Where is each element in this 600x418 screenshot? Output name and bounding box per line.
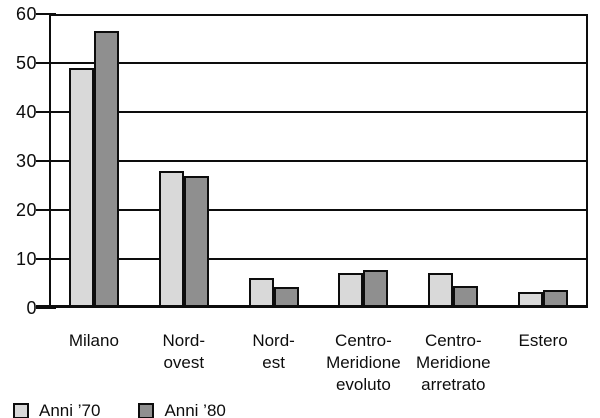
y-tick: [36, 62, 56, 64]
bar-anni-70: [248, 277, 274, 308]
x-category-label: Estero: [518, 331, 568, 350]
legend-item-anni-70: Anni ’70: [13, 402, 100, 418]
plot-border-right: [586, 14, 588, 308]
y-tick: [36, 13, 56, 15]
y-tick-label: 40: [15, 102, 37, 122]
y-tick-label: 50: [15, 53, 37, 73]
bar-anni-80: [363, 270, 389, 308]
gridline: [51, 258, 586, 260]
plot-border-top: [49, 14, 588, 16]
legend-label-anni-80: Anni ’80: [164, 401, 226, 418]
y-tick-label: 0: [26, 298, 37, 318]
gridline: [51, 209, 586, 211]
bar-anni-70: [158, 170, 184, 308]
bar-anni-70: [428, 272, 454, 308]
y-tick-label: 20: [15, 200, 37, 220]
gridline: [51, 62, 586, 64]
y-tick-label: 10: [15, 249, 37, 269]
y-tick: [36, 258, 56, 260]
y-tick: [36, 307, 56, 309]
bar-anni-70: [338, 272, 364, 308]
y-tick-label: 60: [15, 4, 37, 24]
x-category-label: Nord- est: [252, 331, 295, 372]
x-axis-line: [36, 305, 588, 308]
y-axis-line: [49, 14, 51, 308]
x-category-label: Centro- Meridione evoluto: [326, 331, 401, 394]
legend-label-anni-70: Anni ’70: [39, 401, 101, 418]
x-category-label: Nord- ovest: [162, 331, 206, 372]
plot-area: [36, 14, 588, 308]
x-labels: Milano Nord- ovest Nord- est Centro- Meridi…: [0, 330, 600, 400]
legend-swatch-anni-70: [13, 402, 29, 418]
bar-anni-80: [183, 175, 209, 308]
legend: Anni ’70 Anni ’80: [13, 402, 226, 418]
y-tick: [36, 209, 56, 211]
legend-item-anni-80: Anni ’80: [138, 401, 226, 418]
y-tick: [36, 111, 56, 113]
x-category-label: Milano: [68, 331, 119, 350]
gridline: [51, 111, 586, 113]
x-category-label: Centro- Meridione arretrato: [415, 331, 491, 394]
bar-anni-80: [93, 31, 119, 308]
legend-swatch-anni-80: [138, 402, 155, 418]
y-tick-label: 30: [15, 151, 37, 171]
bar-anni-70: [68, 67, 94, 308]
y-tick: [36, 160, 56, 162]
gridline: [51, 160, 586, 162]
